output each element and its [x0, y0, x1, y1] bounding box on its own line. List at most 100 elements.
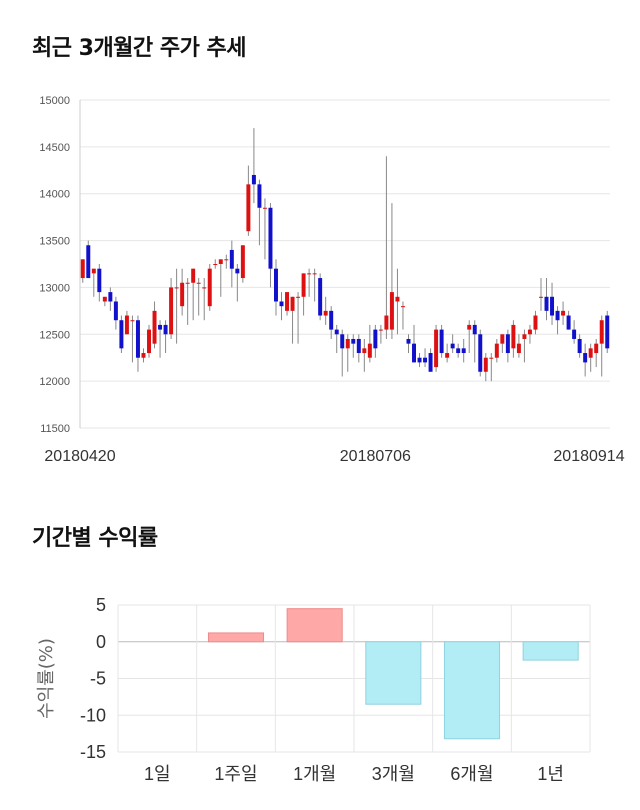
return-bar: [365, 641, 422, 705]
candle-body: [196, 282, 201, 284]
y-axis-label: 수익률(%): [36, 638, 57, 719]
candle-body: [119, 320, 124, 349]
candle-body: [389, 292, 394, 330]
candle-body: [378, 329, 383, 331]
y-tick-label: 13500: [39, 236, 70, 248]
y-tick-label: 14500: [39, 142, 70, 154]
candle-body: [550, 296, 555, 316]
candle-body: [489, 357, 494, 359]
candle-body: [412, 343, 416, 363]
candle-body: [235, 268, 240, 274]
candle-body: [494, 343, 499, 358]
candle-body: [511, 324, 516, 349]
candle-body: [312, 273, 317, 275]
candle-body: [566, 315, 571, 330]
candle-body: [147, 329, 151, 354]
candle-body: [434, 329, 439, 368]
candle-body: [329, 310, 334, 330]
y-tick-label: 13000: [39, 282, 70, 294]
candle-body: [207, 268, 212, 307]
candle-body: [229, 249, 234, 269]
candle-body: [428, 353, 433, 372]
candle-body: [423, 357, 428, 363]
candle-body: [290, 296, 295, 311]
candle-body: [439, 329, 444, 354]
candle-body: [362, 348, 367, 354]
candle-body: [141, 353, 146, 358]
candle-body: [251, 174, 256, 185]
return-bar: [522, 641, 579, 661]
candle-body: [583, 353, 588, 363]
candle-body: [152, 310, 157, 344]
candle-body: [450, 343, 455, 349]
candle-body: [180, 282, 185, 307]
candle-body: [91, 268, 96, 274]
candle-body: [539, 296, 543, 298]
y-tick-label: 11500: [40, 423, 70, 435]
y-tick-label: -5: [90, 669, 106, 689]
candle-body: [202, 287, 207, 289]
candle-body: [268, 207, 273, 269]
candle-body: [257, 184, 262, 208]
candle-body: [483, 357, 488, 372]
candle-body: [135, 320, 140, 358]
return-bar: [443, 641, 501, 740]
candle-body: [334, 329, 339, 335]
x-tick-label: 3개월: [372, 764, 415, 784]
candle-body: [185, 282, 190, 284]
candle-body: [522, 334, 527, 339]
candle-body: [588, 348, 593, 358]
y-tick-label: 12000: [39, 376, 70, 388]
candle-body: [285, 292, 290, 311]
candle-body: [240, 245, 245, 279]
candle-body: [113, 301, 118, 321]
candle-body: [163, 324, 168, 335]
candle-body: [274, 268, 278, 302]
candle-body: [577, 338, 582, 354]
candle-body: [367, 343, 372, 358]
candle-body: [86, 245, 91, 279]
candle-body: [262, 207, 267, 209]
candle-body: [307, 273, 312, 275]
candle-body: [296, 296, 301, 298]
candle-body: [373, 329, 378, 349]
x-tick-label: 1개월: [293, 764, 336, 784]
return-bar: [207, 632, 265, 643]
candle-body: [395, 296, 400, 302]
candle-body: [340, 334, 345, 349]
x-tick-label: 1일: [144, 764, 171, 784]
candle-body: [246, 184, 251, 232]
candle-body: [351, 338, 356, 344]
candle-body: [108, 292, 113, 302]
candle-body: [406, 338, 411, 344]
candle-body: [500, 334, 505, 344]
candle-body: [533, 315, 538, 330]
candle-body: [456, 348, 461, 354]
candle-body: [544, 296, 549, 311]
candle-body: [384, 315, 389, 330]
candle-body: [279, 301, 284, 307]
return-bar: [286, 608, 343, 643]
period-returns-title: 기간별 수익률: [32, 526, 158, 551]
candle-body: [224, 259, 229, 261]
candle-body: [356, 338, 361, 354]
candle-body: [191, 268, 196, 283]
y-tick-label: 15000: [39, 95, 70, 107]
candle-body: [605, 315, 610, 349]
x-tick-label: 6개월: [450, 764, 493, 784]
candle-body: [213, 264, 218, 265]
candle-body: [218, 259, 223, 264]
candle-body: [516, 343, 521, 354]
candle-body: [124, 315, 129, 335]
candle-body: [97, 268, 102, 293]
candle-body: [345, 338, 350, 349]
candle-body: [572, 329, 577, 339]
y-tick-label: 14000: [39, 189, 70, 201]
x-tick-label: 20180706: [340, 448, 411, 465]
candle-body: [461, 348, 466, 354]
candle-body: [400, 306, 405, 308]
y-tick-label: -10: [80, 705, 106, 725]
candle-body: [555, 310, 560, 321]
candle-body: [102, 296, 107, 302]
candle-body: [599, 320, 604, 344]
